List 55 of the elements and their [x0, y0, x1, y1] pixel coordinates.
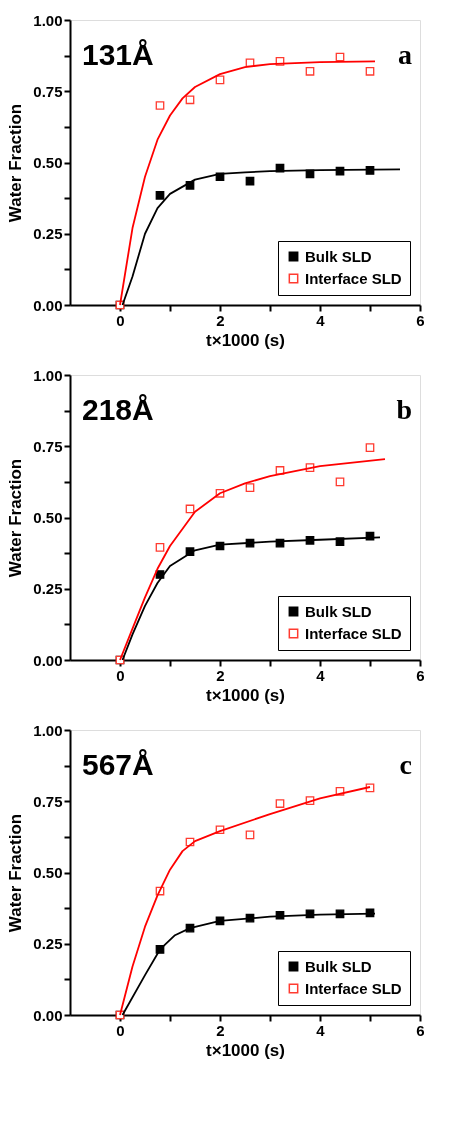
x-tick-label: 0 [116, 1021, 125, 1039]
x-tick-label: 2 [216, 666, 225, 684]
y-axis-title: Water Fraction [6, 103, 26, 223]
y-tick-label: 0.50 [33, 509, 63, 526]
annotation: b [396, 394, 412, 425]
legend-label: Bulk SLD [305, 957, 372, 975]
annotation: c [399, 749, 412, 780]
x-tick-label: 6 [416, 311, 425, 329]
annotation: 567Å [82, 748, 154, 781]
y-axis-title: Water Fraction [6, 813, 26, 933]
y-tick-label: 0.75 [33, 82, 63, 100]
legend-label: Interface SLD [305, 269, 402, 287]
y-tick-label: 0.00 [33, 1006, 63, 1024]
y-tick-label: 1.00 [33, 721, 63, 739]
y-tick-label: 0.00 [33, 651, 63, 669]
x-axis-title: t×1000 (s) [206, 330, 285, 350]
y-tick-label: 0.25 [33, 225, 63, 243]
point [155, 101, 165, 110]
y-axis-title: Water Fraction [6, 458, 26, 578]
x-tick-label: 4 [316, 311, 326, 329]
point [155, 543, 165, 552]
point [215, 75, 225, 85]
point [245, 483, 255, 492]
annotation: 131Å [82, 38, 154, 71]
point [155, 190, 165, 200]
x-tick-label: 2 [216, 1021, 225, 1039]
y-tick-label: 0.25 [33, 580, 63, 598]
point [365, 66, 375, 76]
legend-label: Interface SLD [305, 624, 402, 642]
legend-label: Bulk SLD [305, 247, 372, 265]
y-tick-label: 0.50 [33, 864, 63, 881]
y-tick-label: 1.00 [33, 11, 63, 29]
x-tick-label: 4 [316, 666, 326, 684]
annotation: a [398, 39, 412, 70]
point [275, 799, 285, 808]
x-tick-label: 6 [416, 1021, 425, 1039]
point [365, 443, 375, 453]
point [185, 95, 195, 105]
y-tick-label: 0.25 [33, 935, 63, 953]
y-tick-label: 1.00 [33, 366, 63, 384]
y-tick-label: 0.00 [33, 296, 63, 314]
x-axis-title: t×1000 (s) [206, 685, 285, 705]
x-tick-label: 6 [416, 666, 425, 684]
legend-label: Bulk SLD [305, 602, 372, 620]
y-tick-label: 0.50 [33, 154, 63, 171]
annotation: 218Å [82, 393, 154, 426]
x-tick-label: 0 [116, 666, 125, 684]
x-tick-label: 2 [216, 311, 225, 329]
point [305, 66, 315, 76]
y-tick-label: 0.75 [33, 437, 63, 455]
y-tick-label: 0.75 [33, 792, 63, 810]
legend-label: Interface SLD [305, 979, 402, 997]
x-tick-label: 4 [316, 1021, 326, 1039]
x-tick-label: 0 [116, 311, 125, 329]
x-axis-title: t×1000 (s) [206, 1040, 285, 1060]
